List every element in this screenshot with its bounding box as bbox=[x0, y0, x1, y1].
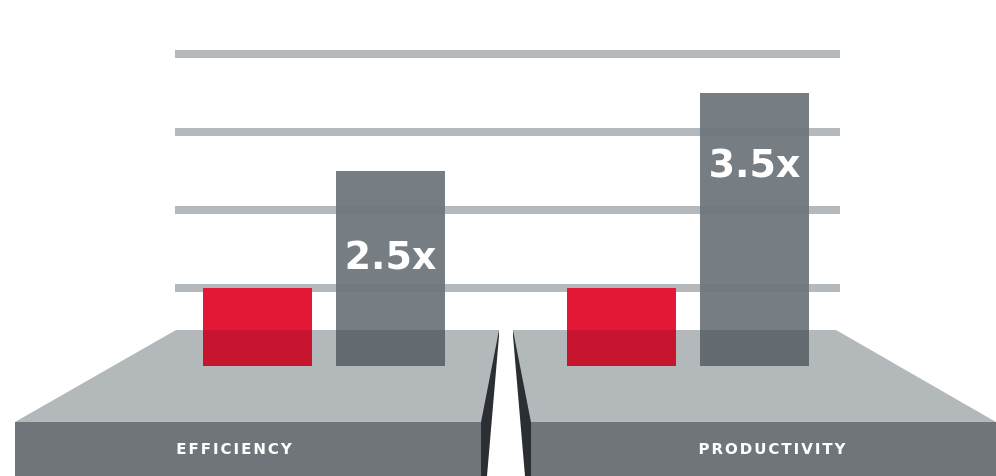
bar-baseline bbox=[203, 288, 312, 366]
category-label: PRODUCTIVITY bbox=[698, 440, 847, 458]
bar-value-label: 2.5x bbox=[345, 234, 437, 278]
platform-front-right bbox=[531, 422, 996, 476]
gridline bbox=[175, 206, 840, 214]
bar-baseline-shade bbox=[203, 330, 312, 366]
platform-side-left bbox=[481, 330, 499, 476]
bar-multiplier bbox=[700, 93, 809, 366]
gridline bbox=[175, 128, 840, 136]
bars bbox=[203, 93, 809, 366]
platforms bbox=[15, 330, 996, 476]
bar-baseline-shade bbox=[567, 330, 676, 366]
gridline bbox=[175, 50, 840, 58]
bar-multiplier-shade bbox=[336, 330, 445, 366]
platform-side-right bbox=[513, 330, 531, 476]
platform-front-left bbox=[15, 422, 481, 476]
gridline bbox=[175, 284, 840, 292]
category-label: EFFICIENCY bbox=[176, 440, 294, 458]
bar-labels: 2.5x 3.5x bbox=[345, 142, 801, 278]
bar-multiplier bbox=[336, 171, 445, 366]
category-labels: EFFICIENCY PRODUCTIVITY bbox=[176, 440, 847, 458]
gridlines bbox=[175, 50, 840, 292]
bar-multiplier-shade bbox=[700, 330, 809, 366]
bar-baseline bbox=[567, 288, 676, 366]
bar-value-label: 3.5x bbox=[709, 142, 801, 186]
